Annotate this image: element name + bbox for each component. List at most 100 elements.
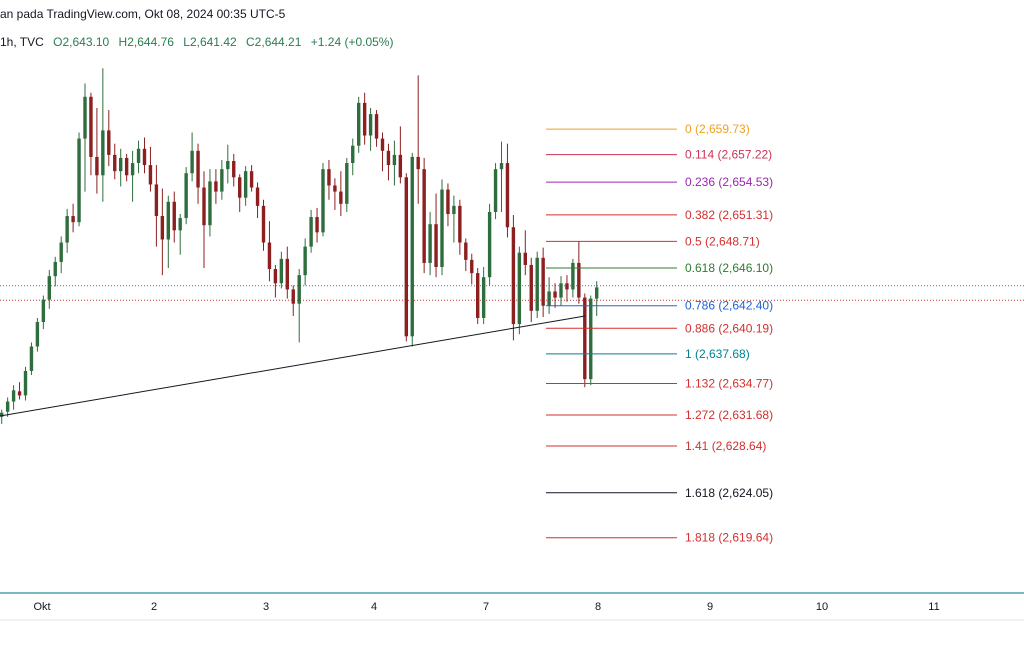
fib-level-label: 1.272 (2,631.68) xyxy=(685,408,773,422)
candle-body xyxy=(154,184,159,217)
trendline-group xyxy=(0,315,586,417)
candle xyxy=(309,209,313,253)
candle-body xyxy=(148,165,153,185)
candle xyxy=(5,397,10,417)
candle-body xyxy=(565,283,569,290)
candle-body xyxy=(178,218,182,231)
fib-level[interactable]: 1 (2,637.68) xyxy=(546,347,750,361)
candle-body xyxy=(0,412,4,417)
candle xyxy=(226,144,230,184)
candle xyxy=(160,188,165,276)
fib-level[interactable]: 1.132 (2,634.77) xyxy=(546,376,773,390)
candle xyxy=(267,221,272,282)
candle-body xyxy=(321,169,325,233)
candle-body xyxy=(487,211,492,278)
time-tick-label: 9 xyxy=(707,601,713,613)
candle xyxy=(404,173,408,342)
candle xyxy=(357,96,361,153)
candle-body xyxy=(119,157,123,172)
candle-body xyxy=(559,283,563,298)
candle-body xyxy=(303,246,307,276)
candle-body xyxy=(553,291,557,298)
candle-body xyxy=(571,262,575,290)
fib-level-label: 0.382 (2,651.31) xyxy=(685,208,773,222)
time-tick-label: Okt xyxy=(33,601,50,613)
candle-body xyxy=(345,163,349,204)
candle-body xyxy=(172,201,176,231)
candle-body xyxy=(577,262,581,298)
candle-body xyxy=(386,150,391,166)
candle xyxy=(59,236,63,274)
close-value: C2,644.21 xyxy=(246,35,302,49)
candle-body xyxy=(351,145,355,164)
candle-body xyxy=(481,277,486,318)
fib-level[interactable]: 0.236 (2,654.53) xyxy=(546,175,773,189)
candles xyxy=(0,68,599,424)
candle-body xyxy=(11,390,16,402)
candle xyxy=(339,171,343,217)
candle xyxy=(422,157,426,274)
candle xyxy=(535,251,539,318)
candle xyxy=(499,141,504,212)
candle-body xyxy=(243,171,248,198)
fib-level-label: 1.618 (2,624.05) xyxy=(685,486,773,500)
candle xyxy=(303,238,307,286)
trendline[interactable] xyxy=(0,315,586,417)
candle-body xyxy=(499,163,504,170)
candle xyxy=(71,203,75,233)
candle-body xyxy=(511,227,516,325)
candle xyxy=(470,253,474,285)
candle-body xyxy=(309,217,313,247)
candle xyxy=(380,132,385,172)
candle xyxy=(0,409,4,424)
candle xyxy=(142,137,147,174)
candle-body xyxy=(434,224,438,267)
candle xyxy=(291,285,295,316)
candle-body xyxy=(589,298,593,380)
candle-body xyxy=(541,257,545,306)
candle xyxy=(428,211,432,276)
candle xyxy=(255,182,260,219)
candle xyxy=(238,174,242,212)
candle xyxy=(178,214,182,255)
fib-level[interactable]: 1.41 (2,628.64) xyxy=(546,439,766,453)
candle-body xyxy=(261,205,266,243)
candle-body xyxy=(404,177,408,337)
fib-level[interactable]: 0.382 (2,651.31) xyxy=(546,208,773,222)
fib-level[interactable]: 1.818 (2,619.64) xyxy=(546,531,773,545)
fib-level-label: 1.41 (2,628.64) xyxy=(685,439,766,453)
candle-body xyxy=(380,138,385,151)
candle xyxy=(333,178,337,210)
candle xyxy=(184,167,188,225)
candle xyxy=(464,238,468,272)
fib-level[interactable]: 0.618 (2,646.10) xyxy=(546,261,773,275)
candle-body xyxy=(297,275,301,304)
candle xyxy=(47,270,51,309)
fib-level[interactable]: 0.786 (2,642.40) xyxy=(546,299,773,313)
fib-level[interactable]: 1.618 (2,624.05) xyxy=(546,486,773,500)
candle-body xyxy=(476,273,480,318)
candle xyxy=(11,385,16,410)
candle xyxy=(351,138,355,176)
fib-level[interactable]: 1.272 (2,631.68) xyxy=(546,408,773,422)
candle-body xyxy=(77,138,81,223)
candle xyxy=(95,108,99,194)
fib-level[interactable]: 0.886 (2,640.19) xyxy=(546,321,773,335)
fib-level[interactable]: 0.114 (2,657.22) xyxy=(546,148,772,162)
interval-label: 1h, TVC xyxy=(0,35,44,49)
candle-body xyxy=(202,187,206,226)
candle-body xyxy=(410,156,414,337)
candle xyxy=(398,126,403,184)
candle xyxy=(416,75,420,204)
high-value: H2,644.76 xyxy=(118,35,174,49)
candle xyxy=(327,159,331,200)
candle xyxy=(214,169,218,204)
fib-level[interactable]: 0.5 (2,648.71) xyxy=(546,234,760,248)
candle xyxy=(101,68,105,202)
candle xyxy=(243,166,248,206)
candle xyxy=(53,256,57,287)
fib-level[interactable]: 0 (2,659.73) xyxy=(546,122,750,136)
candle-body xyxy=(35,322,40,347)
candle-body xyxy=(95,156,99,176)
